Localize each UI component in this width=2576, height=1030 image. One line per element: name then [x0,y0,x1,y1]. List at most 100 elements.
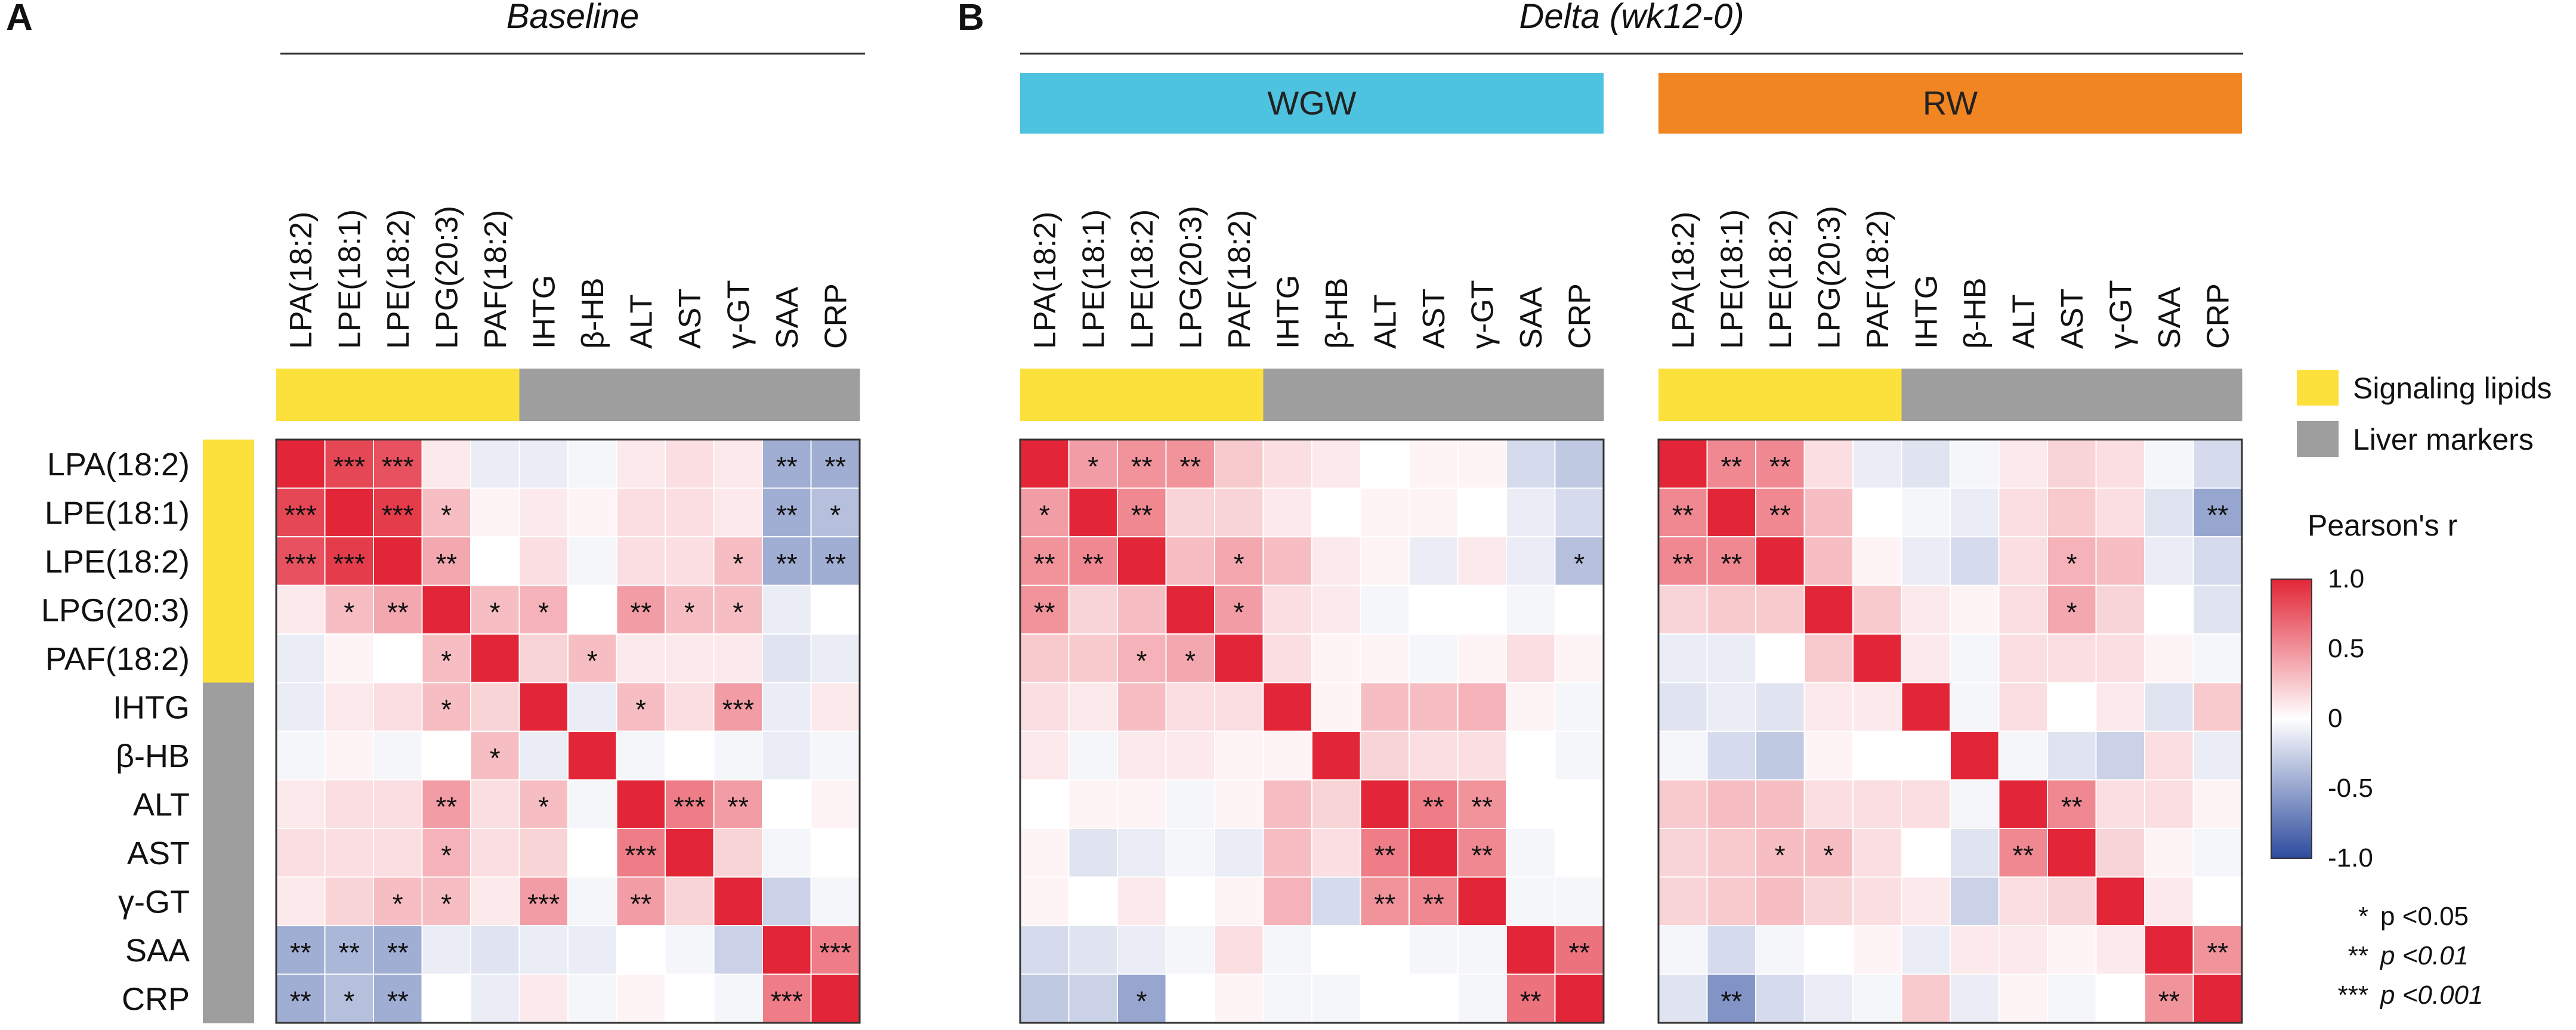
baseline-significance-stars: ** [387,985,409,1016]
baseline-significance-stars: * [393,888,403,919]
rw-col-label: ALT [2006,294,2041,349]
baseline-significance-stars: ** [387,596,409,627]
wgw-cell [1117,925,1167,975]
baseline-col-group-cell [665,369,714,421]
sig-text-1: p <0.05 [2380,902,2469,931]
rw-col-label: PAF(18:2) [1861,210,1895,349]
wgw-cell [1554,439,1604,489]
panel-label-b: B [957,0,984,38]
wgw-cell [1506,876,1556,926]
wgw-col-label: CRP [1562,283,1597,349]
baseline-cell [665,925,715,975]
row-group-cell [203,877,254,926]
wgw-cell [1457,925,1507,975]
baseline-significance-stars: ** [338,937,360,968]
wgw-cell [1311,584,1361,635]
wgw-cell [1020,925,1070,975]
baseline-cell [810,487,860,537]
baseline-cell [324,731,374,781]
wgw-cell [1457,682,1507,732]
row-label: LPG(20:3) [41,592,190,628]
wgw-cell [1506,828,1556,878]
rw-cell [1755,876,1805,926]
rw-cell [1998,682,2048,732]
wgw-significance-stars: ** [1082,548,1104,579]
rw-cell [2095,682,2145,732]
baseline-significance-stars: * [733,548,743,579]
baseline-significance-stars: ** [776,548,798,579]
baseline-cell [421,973,471,1023]
wgw-cell [1457,633,1507,683]
wgw-col-group-cell [1166,369,1215,421]
baseline-significance-stars: ** [290,937,311,968]
baseline-title: Baseline [506,0,640,36]
baseline-cell [665,487,715,537]
rw-significance-stars: ** [1672,499,1694,530]
baseline-cell [762,584,812,635]
row-label: SAA [125,933,190,969]
baseline-cell [421,439,471,489]
wgw-significance-stars: * [1136,985,1147,1016]
rw-cell [1998,973,2048,1023]
rw-cell [2095,487,2145,537]
baseline-cell [324,633,374,683]
baseline-cell [470,876,520,926]
rw-cell [1901,876,1951,926]
wgw-significance-stars: * [1136,645,1147,676]
wgw-cell [1506,925,1556,975]
row-group-cell [203,488,254,537]
baseline-cell [713,584,763,635]
rw-cell [2047,633,2097,683]
baseline-col-group-cell [276,369,325,421]
baseline-cell [762,876,812,926]
baseline-cell [324,779,374,829]
wgw-cell [1117,731,1167,781]
baseline-cell [276,925,326,975]
baseline-cell [665,584,715,635]
row-label: LPA(18:2) [47,447,190,482]
rw-cell [1852,731,1902,781]
rw-cell [2144,779,2194,829]
rw-cell [1998,536,2048,586]
rw-cell [1950,439,2000,489]
baseline-cell [518,973,569,1023]
wgw-cell [1554,682,1604,732]
baseline-cell [276,633,326,683]
baseline-significance-stars: ** [776,451,798,482]
baseline-cell [470,828,520,878]
rw-cell [2144,584,2194,635]
wgw-col-group-cell [1117,369,1166,421]
wgw-cell [1165,973,1215,1023]
wgw-col-label: LPE(18:1) [1076,209,1111,349]
wgw-cell [1457,487,1507,537]
baseline-col-group-cell [568,369,617,421]
rw-cell [1706,828,1756,878]
baseline-cell [373,536,423,586]
baseline-cell [324,828,374,878]
baseline-significance-stars: * [830,499,841,530]
wgw-cell [1020,973,1070,1023]
baseline-col-label: ALT [624,294,659,349]
wgw-cell [1165,925,1215,975]
rw-cell [2192,925,2243,975]
baseline-cell [276,828,326,878]
rw-cell [2095,439,2145,489]
wgw-cell [1262,633,1312,683]
row-label: β-HB [116,738,190,774]
wgw-cell [1262,779,1312,829]
baseline-significance-stars: *** [382,499,414,530]
wgw-cell [1117,682,1167,732]
row-label: γ-GT [118,884,190,920]
baseline-significance-stars: ** [387,937,409,968]
baseline-cell [421,731,471,781]
wgw-col-label: LPA(18:2) [1028,212,1062,349]
colorbar-tick-1: 1.0 [2328,564,2365,593]
rw-col-label: γ-GT [2104,280,2138,349]
baseline-cell [810,876,860,926]
wgw-cell [1409,731,1459,781]
rw-col-label: LPG(20:3) [1812,206,1846,349]
rw-cell [1901,828,1951,878]
baseline-cell [665,682,715,732]
wgw-cell [1311,828,1361,878]
wgw-cell [1165,682,1215,732]
